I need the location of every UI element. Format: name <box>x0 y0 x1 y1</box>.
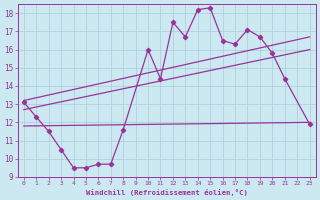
X-axis label: Windchill (Refroidissement éolien,°C): Windchill (Refroidissement éolien,°C) <box>86 189 248 196</box>
